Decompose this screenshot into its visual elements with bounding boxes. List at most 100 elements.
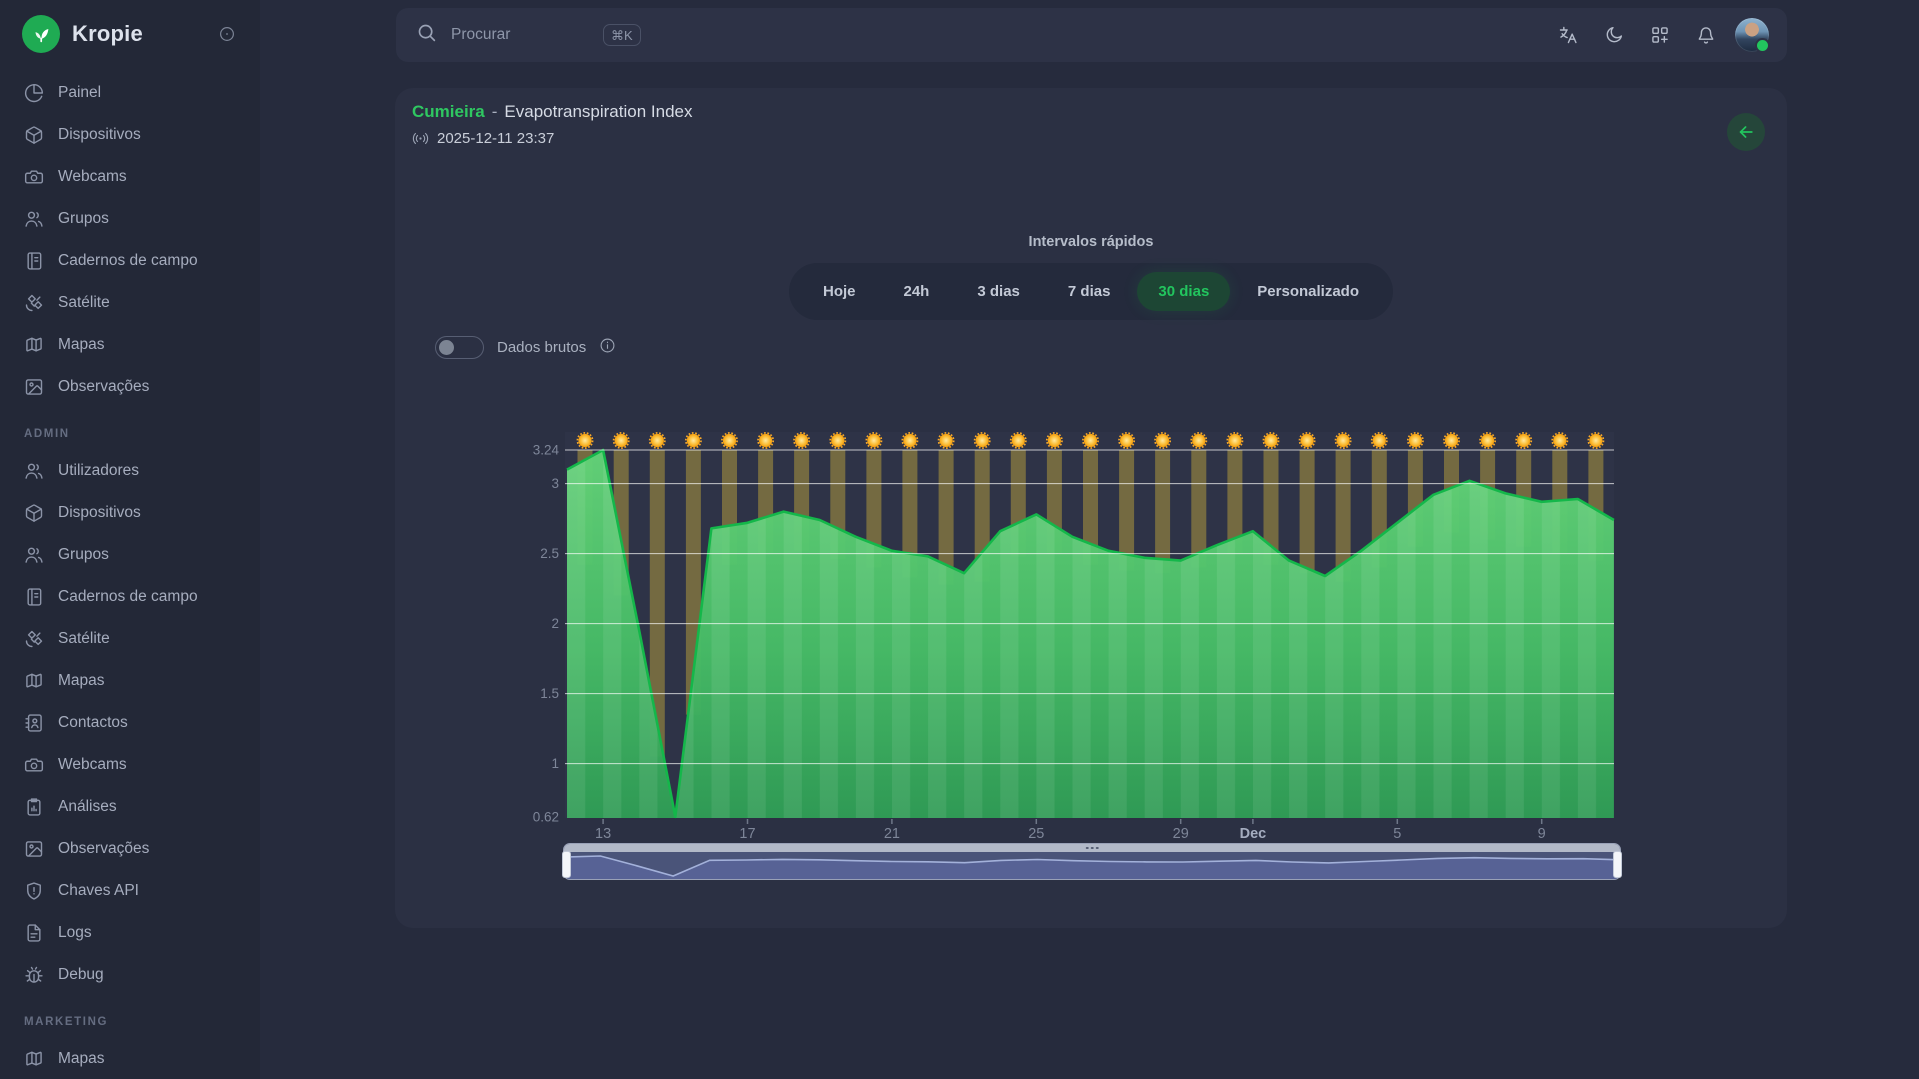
sidebar-item-logs[interactable]: Logs (0, 912, 260, 954)
arrow-left-icon (1739, 126, 1753, 138)
sidebar-item-label: Mapas (58, 336, 105, 353)
sun-icon (1443, 432, 1460, 449)
chart-card: Cumieira - Evapotranspiration Index 2025… (395, 88, 1787, 928)
sidebar-section-admin: ADMIN (24, 428, 70, 440)
sidebar-item-observacoes[interactable]: Observações (0, 828, 260, 870)
chart-title: Cumieira - Evapotranspiration Index (412, 102, 692, 122)
y-axis-tick: 2.5 (540, 546, 559, 561)
sidebar-item-grupos[interactable]: Grupos (0, 534, 260, 576)
interval-button-24h[interactable]: 24h (883, 272, 951, 311)
interval-button-hoje[interactable]: Hoje (802, 272, 877, 311)
chart-plot[interactable]: 3.24 3 2.5 2 1.5 1 0.62 13 17 21 25 29 Dec 5 9 (520, 430, 1620, 842)
navigator-right-handle[interactable] (1613, 851, 1622, 878)
sidebar-item-contactos[interactable]: Contactos (0, 702, 260, 744)
camera-icon (24, 755, 44, 775)
notebook-icon (24, 587, 44, 607)
sun-icon (612, 432, 630, 449)
moon-icon[interactable] (1597, 18, 1631, 52)
y-axis-tick: 0.62 (533, 809, 559, 824)
sidebar-item-webcams[interactable]: Webcams (0, 744, 260, 786)
sidebar-item-label: Mapas (58, 1050, 105, 1067)
sidebar-item-label: Debug (58, 966, 104, 983)
sun-hours-bar (1119, 450, 1135, 571)
sidebar-item-utilizadores[interactable]: Utilizadores (0, 450, 260, 492)
languages-icon[interactable] (1551, 18, 1585, 52)
satellite-icon (24, 293, 44, 313)
brand[interactable]: Kropie (0, 0, 260, 62)
sidebar-item-dispositivos[interactable]: Dispositivos (0, 114, 260, 156)
interval-button-personalizado[interactable]: Personalizado (1236, 272, 1380, 311)
sidebar-item-label: Grupos (58, 210, 109, 227)
contact-icon (24, 713, 44, 733)
sun-icon (1226, 432, 1244, 449)
topbar: ⌘K (396, 8, 1787, 62)
x-axis-tick: 25 (1028, 826, 1044, 842)
box-icon (24, 125, 44, 145)
raw-data-row: Dados brutos (435, 336, 616, 359)
sun-icon (1190, 432, 1208, 449)
sidebar-item-satelite[interactable]: Satélite (0, 618, 260, 660)
apps-icon[interactable] (1643, 18, 1677, 52)
sidebar-item-analises[interactable]: Análises (0, 786, 260, 828)
sun-icon (1370, 432, 1388, 449)
sidebar-item-painel[interactable]: Painel (0, 72, 260, 114)
sidebar-item-label: Logs (58, 924, 92, 941)
navigator-scrollbar[interactable] (564, 844, 1620, 852)
y-axis-tick: 1 (551, 756, 559, 771)
online-status-dot (1755, 38, 1770, 53)
interval-button-group: Hoje 24h 3 dias 7 dias 30 dias Personalizado (788, 263, 1393, 320)
x-axis-tick: 17 (739, 826, 755, 842)
back-button[interactable] (1727, 113, 1765, 151)
sidebar-item-chaves-api[interactable]: Chaves API (0, 870, 260, 912)
interval-button-7-dias[interactable]: 7 dias (1047, 272, 1132, 311)
sidebar-item-mapas[interactable]: Mapas (0, 1038, 260, 1079)
interval-button-30-dias[interactable]: 30 dias (1137, 272, 1231, 311)
sidebar-item-debug[interactable]: Debug (0, 954, 260, 996)
sidebar-item-observacoes[interactable]: Observações (0, 366, 260, 408)
sidebar-item-satelite[interactable]: Satélite (0, 282, 260, 324)
sun-hours-bar (1299, 450, 1315, 574)
pie-icon (24, 83, 44, 103)
sidebar-nav: Painel Dispositivos Webcams Grupos Cader… (0, 62, 260, 1079)
sidebar-item-dispositivos[interactable]: Dispositivos (0, 492, 260, 534)
file-icon (24, 923, 44, 943)
map-icon (24, 671, 44, 691)
search-shortcut-badge: ⌘K (603, 24, 641, 46)
sidebar-item-label: Cadernos de campo (58, 252, 198, 269)
station-name: Cumieira (412, 102, 485, 121)
evapotranspiration-chart[interactable]: 3.24 3 2.5 2 1.5 1 0.62 13 17 21 25 29 Dec 5 9 (520, 430, 1620, 842)
satellite-icon (24, 629, 44, 649)
bell-icon[interactable] (1689, 18, 1723, 52)
sidebar-item-webcams[interactable]: Webcams (0, 156, 260, 198)
sun-icon (684, 432, 702, 449)
sidebar-item-mapas[interactable]: Mapas (0, 660, 260, 702)
sidebar-item-grupos[interactable]: Grupos (0, 198, 260, 240)
shield-icon (24, 881, 44, 901)
search-input[interactable] (449, 25, 603, 45)
sun-icon (576, 432, 594, 449)
chart-navigator[interactable] (562, 843, 1622, 880)
sidebar-item-cadernos-de-campo[interactable]: Cadernos de campo (0, 576, 260, 618)
user-avatar[interactable] (1735, 18, 1770, 53)
x-axis-tick: 9 (1538, 826, 1546, 842)
navigator-body[interactable] (564, 852, 1620, 879)
sidebar-item-label: Chaves API (58, 882, 139, 899)
x-axis-tick: Dec (1240, 826, 1267, 842)
metric-name: Evapotranspiration Index (504, 102, 693, 121)
raw-data-toggle[interactable] (435, 336, 484, 359)
sidebar-collapse-button[interactable] (216, 23, 238, 45)
sun-hours-bar (1191, 450, 1207, 568)
sidebar-item-cadernos-de-campo[interactable]: Cadernos de campo (0, 240, 260, 282)
sun-icon (1118, 432, 1136, 449)
info-icon[interactable] (599, 337, 616, 359)
sun-icon (1551, 432, 1569, 449)
navigator-left-handle[interactable] (562, 851, 571, 878)
y-axis-tick: 3.24 (533, 443, 560, 458)
sidebar: Kropie Painel Dispositivos Webcams Grupo… (0, 0, 260, 1079)
sun-hours-bar (1083, 450, 1098, 565)
interval-button-3-dias[interactable]: 3 dias (956, 272, 1041, 311)
sun-icon (1479, 432, 1497, 449)
map-icon (24, 1049, 44, 1069)
radio-signal-icon (412, 132, 429, 145)
sidebar-item-mapas[interactable]: Mapas (0, 324, 260, 366)
